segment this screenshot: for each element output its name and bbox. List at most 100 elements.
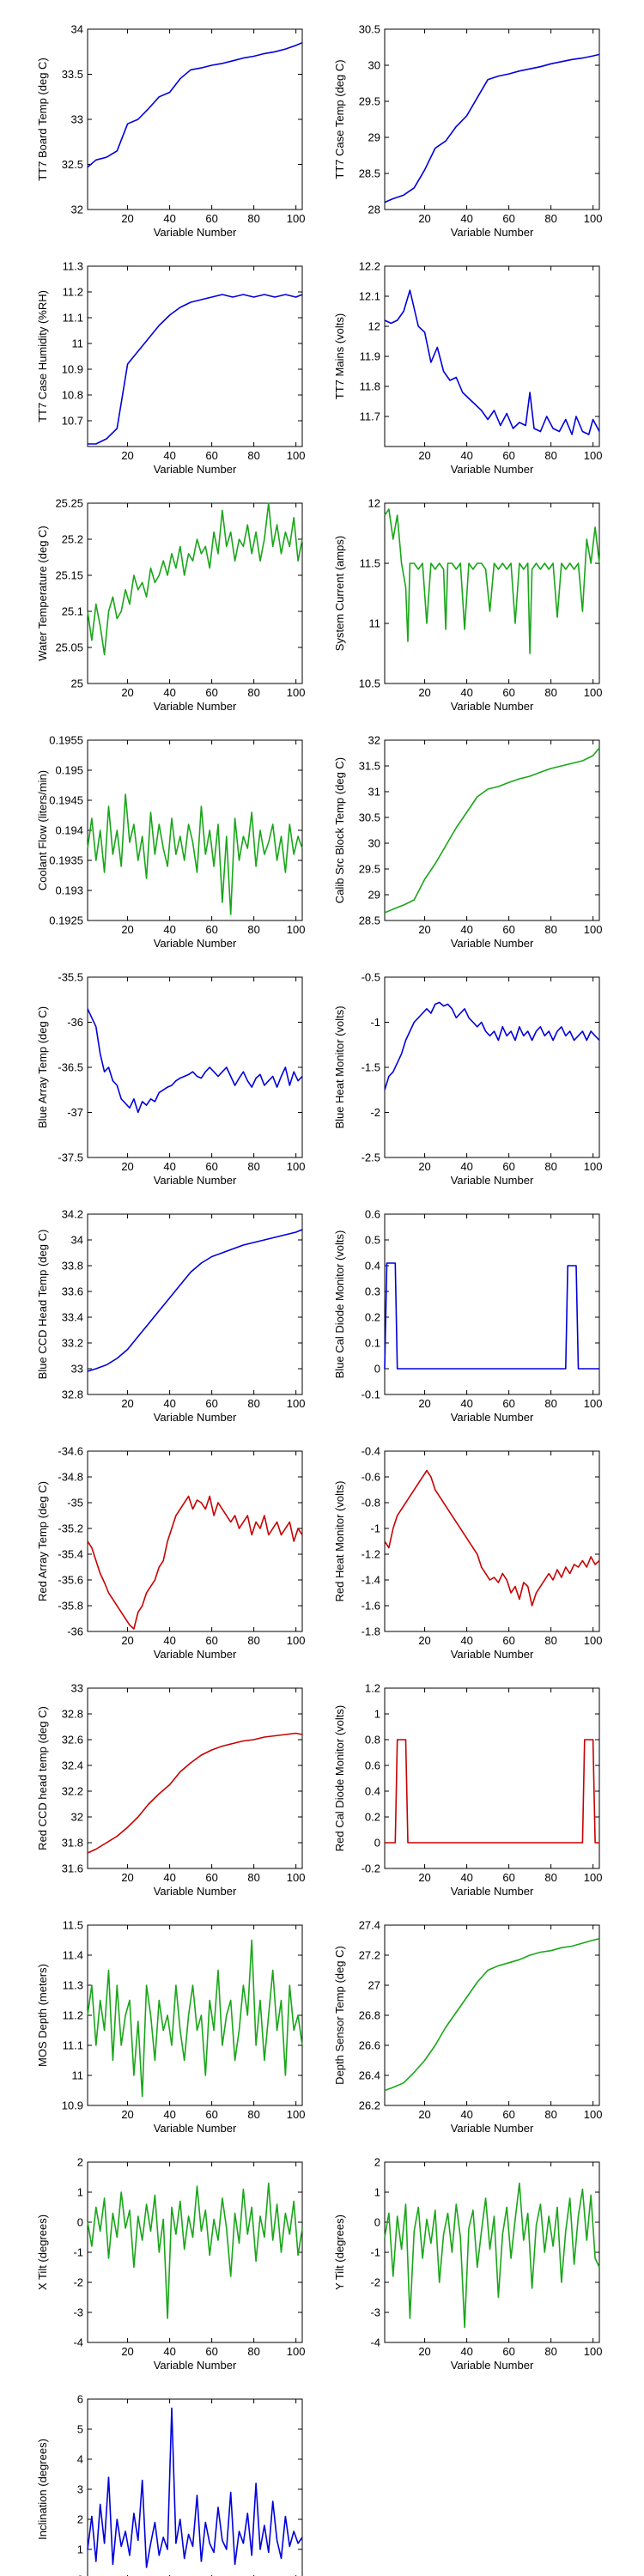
- x-axis-label: Variable Number: [451, 2122, 534, 2135]
- x-tick-label: 40: [460, 1160, 472, 1173]
- y-tick-label: -1.6: [361, 1600, 380, 1613]
- y-tick-label: 10.7: [62, 415, 83, 428]
- y-tick-label: 30: [368, 837, 380, 850]
- x-tick-label: 20: [121, 686, 133, 699]
- series-line: [87, 1008, 303, 1114]
- y-tick-label: -34.6: [58, 1445, 83, 1458]
- y-tick-label: 30.5: [359, 23, 380, 36]
- subplot: 20 40 60 80 100 -4 -3 -2 -1 0 1 2 Variable Number X T…: [36, 2156, 305, 2372]
- y-axis-label: Y Tilt (degrees): [333, 2215, 346, 2290]
- y-tick-label: 6: [77, 2393, 83, 2406]
- y-axis-label: Red Cal Diode Monitor (volts): [333, 1705, 346, 1852]
- y-tick-label: 32.5: [62, 158, 83, 171]
- y-tick-label: 29.5: [359, 95, 380, 108]
- x-tick-label: 100: [287, 2345, 306, 2358]
- y-tick-label: 11.9: [360, 350, 380, 363]
- y-tick-label: -0.5: [361, 971, 380, 984]
- subplot: 204060801000123456Variable NumberInclina…: [36, 2393, 303, 2576]
- series-line: [384, 1001, 600, 1091]
- axes-box: [384, 2161, 600, 2343]
- y-tick-label: 12.1: [359, 290, 380, 303]
- x-tick-label: 20: [121, 2108, 133, 2121]
- y-tick-label: -1.2: [361, 1548, 380, 1561]
- y-tick-label: 29: [368, 131, 380, 144]
- x-tick-label: 100: [287, 2108, 306, 2121]
- y-tick-label: 0.193: [55, 884, 83, 897]
- subplot: 20 40 60 80 100 28 28.5 29 29.5 30 30.5 Variable Nu…: [333, 23, 602, 240]
- x-tick-label: 40: [163, 1160, 175, 1173]
- x-tick-label: 80: [247, 1397, 259, 1410]
- axes-box: [87, 2398, 303, 2576]
- x-tick-label: 40: [163, 1634, 175, 1647]
- series-line: [384, 1262, 599, 1370]
- x-axis-label: Variable Number: [154, 937, 237, 950]
- series-line: [384, 53, 600, 204]
- subplot: 20 40 60 80 100 32.8 33 33.2 33.4 33.6 33.8 34 34.2 V…: [36, 1208, 305, 1425]
- y-tick-label: 32: [368, 734, 380, 747]
- y-tick-label: 0: [77, 2573, 83, 2576]
- y-tick-label: 0.1955: [49, 734, 83, 747]
- x-tick-label: 40: [163, 1871, 175, 1884]
- y-tick-label: 32: [71, 1811, 83, 1824]
- series-line: [87, 2407, 303, 2568]
- x-axis-label: Variable Number: [451, 700, 534, 713]
- subplot: 20 40 60 80 100 26.2 26.4 26.6 26.8 27 27.2 27.4 Var…: [333, 1919, 602, 2136]
- x-tick-label: 20: [121, 1871, 133, 1884]
- y-tick-label: 0: [77, 2216, 83, 2229]
- y-tick-label: 29.5: [359, 863, 380, 876]
- x-tick-label: 100: [287, 449, 306, 462]
- y-axis-label: System Current (amps): [333, 536, 346, 651]
- series-line: [385, 1739, 599, 1844]
- y-tick-label: -0.6: [361, 1471, 380, 1484]
- y-tick-label: 11.3: [63, 260, 83, 273]
- x-tick-label: 80: [544, 2345, 556, 2358]
- axes-box: [87, 1687, 303, 1869]
- series-line: [87, 41, 303, 168]
- y-tick-label: 33: [71, 1363, 83, 1376]
- x-tick-label: 80: [544, 212, 556, 225]
- y-tick-label: 32.6: [62, 1734, 83, 1747]
- subplot: 20 40 60 80 100 10.5 11 11.5 12 Variable Number Sy…: [333, 497, 602, 714]
- y-tick-label: 33.6: [62, 1285, 83, 1298]
- axes-box: [87, 1924, 303, 2106]
- x-axis-label: Variable Number: [451, 1174, 534, 1187]
- y-tick-label: 0.6: [365, 1759, 380, 1772]
- y-tick-label: 0: [374, 2216, 380, 2229]
- x-tick-label: 100: [287, 1634, 306, 1647]
- y-tick-label: 12.2: [359, 260, 380, 273]
- y-tick-label: -1.8: [361, 1625, 380, 1638]
- y-tick-label: 10.9: [62, 2099, 83, 2112]
- x-tick-label: 100: [584, 2345, 603, 2358]
- y-tick-label: -37: [67, 1106, 83, 1119]
- x-tick-label: 100: [584, 2108, 603, 2121]
- y-tick-label: -1: [370, 1522, 380, 1535]
- x-tick-label: 80: [544, 449, 556, 462]
- y-tick-label: 0.1935: [49, 854, 83, 867]
- x-tick-label: 40: [460, 2108, 472, 2121]
- y-tick-label: 32.2: [62, 1785, 83, 1798]
- y-tick-label: -4: [73, 2336, 83, 2349]
- x-tick-label: 60: [502, 1634, 514, 1647]
- x-tick-label: 20: [418, 1871, 430, 1884]
- y-tick-label: 0.2: [365, 1811, 380, 1824]
- y-tick-label: 11.3: [63, 1979, 83, 1992]
- subplot: 20 40 60 80 100 31.6 31.8 32 32.2 32.4 32.6 32.8 33 V…: [36, 1682, 305, 1899]
- y-tick-label: 11.4: [63, 1949, 83, 1962]
- y-tick-label: 25.2: [62, 533, 83, 546]
- y-tick-label: 11.5: [63, 1919, 83, 1932]
- y-tick-label: 2: [374, 2156, 380, 2169]
- x-tick-label: 20: [418, 1634, 430, 1647]
- x-tick-label: 60: [205, 923, 217, 936]
- x-tick-label: 60: [205, 1397, 217, 1410]
- y-tick-label: 33.5: [62, 68, 83, 81]
- y-tick-label: 26.2: [359, 2099, 380, 2112]
- x-tick-label: 100: [287, 1397, 306, 1410]
- x-tick-label: 100: [584, 1871, 603, 1884]
- series-line: [87, 502, 303, 656]
- subplot: 20 40 60 80 100 10.7 10.8 10.9 11 11.1 11.2 11.3 Var…: [36, 260, 305, 477]
- x-tick-label: 40: [460, 1397, 472, 1410]
- x-axis-label: Variable Number: [154, 2122, 237, 2135]
- x-axis-label: Variable Number: [451, 1885, 534, 1898]
- y-tick-label: 32: [71, 204, 83, 216]
- y-tick-label: 0.2: [365, 1311, 380, 1324]
